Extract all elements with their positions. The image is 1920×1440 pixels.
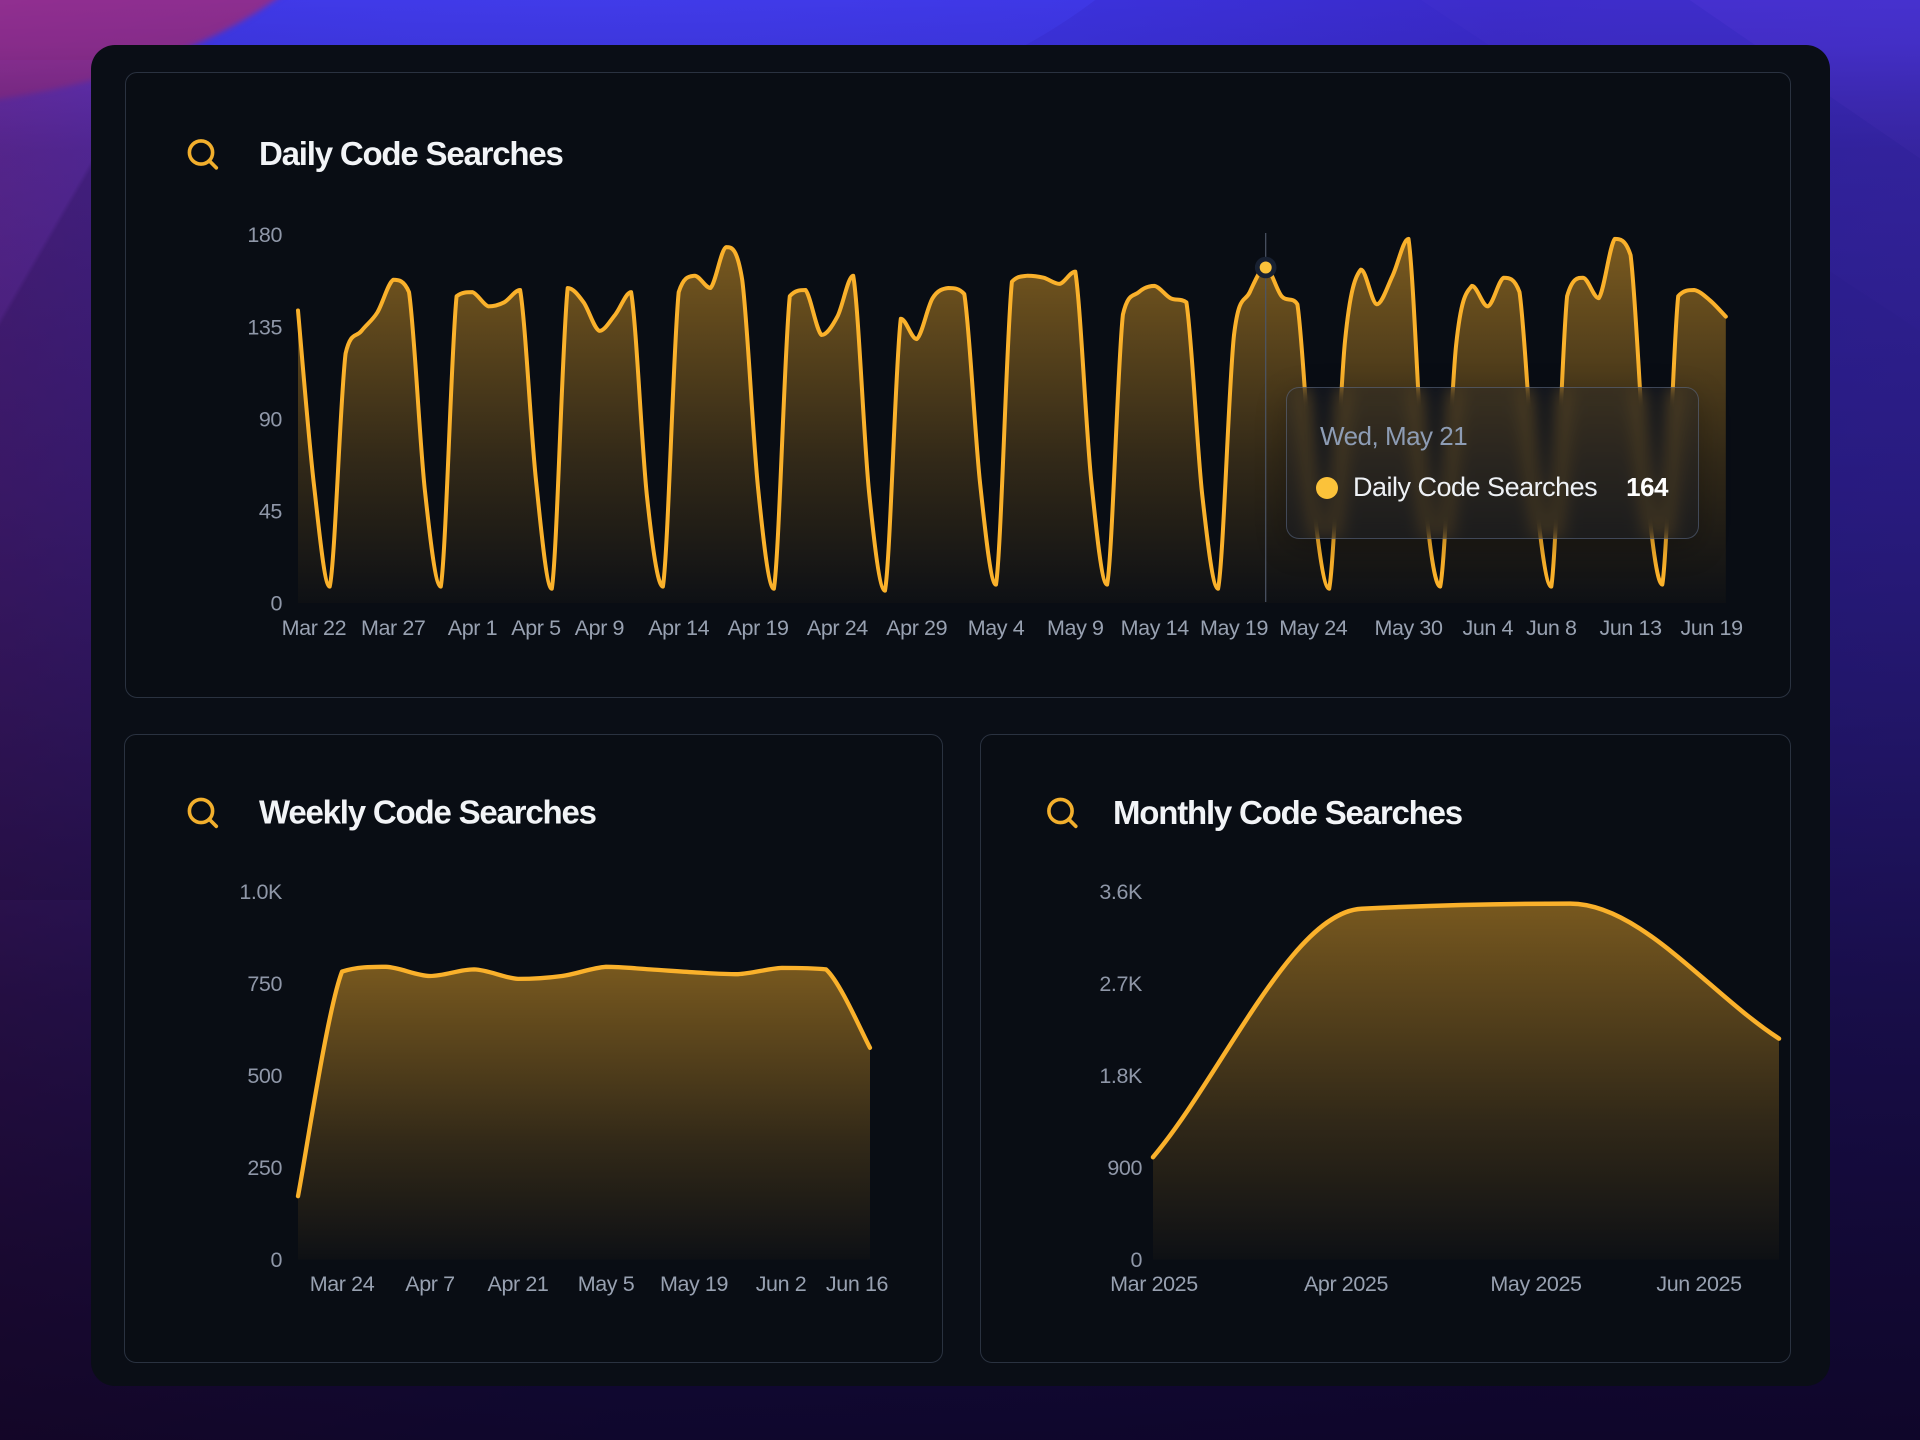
svg-text:Jun 2025: Jun 2025 <box>1656 1272 1742 1296</box>
svg-text:Apr 5: Apr 5 <box>511 616 561 640</box>
svg-text:0: 0 <box>1130 1248 1142 1272</box>
svg-text:Apr 19: Apr 19 <box>728 616 789 640</box>
svg-text:Mar 27: Mar 27 <box>361 616 426 640</box>
svg-text:Jun 8: Jun 8 <box>1526 616 1577 640</box>
svg-text:Apr 24: Apr 24 <box>807 616 868 640</box>
svg-text:1.8K: 1.8K <box>1099 1064 1143 1088</box>
svg-text:May 14: May 14 <box>1121 616 1190 640</box>
svg-text:Mar 24: Mar 24 <box>310 1272 375 1296</box>
svg-text:0: 0 <box>270 591 282 615</box>
svg-text:May 2025: May 2025 <box>1490 1272 1582 1296</box>
svg-text:3.6K: 3.6K <box>1099 880 1143 904</box>
svg-text:May 5: May 5 <box>578 1272 635 1296</box>
svg-text:900: 900 <box>1107 1156 1142 1180</box>
svg-text:Weekly Code Searches: Weekly Code Searches <box>259 794 596 831</box>
svg-text:Apr 7: Apr 7 <box>405 1272 454 1296</box>
svg-text:500: 500 <box>247 1064 282 1088</box>
svg-text:Mar 2025: Mar 2025 <box>1110 1272 1198 1296</box>
svg-text:Apr 1: Apr 1 <box>448 616 497 640</box>
svg-text:May 24: May 24 <box>1279 616 1348 640</box>
svg-text:May 9: May 9 <box>1047 616 1104 640</box>
svg-text:Mar 22: Mar 22 <box>282 616 347 640</box>
svg-text:135: 135 <box>247 316 282 340</box>
svg-text:Daily Code Searches: Daily Code Searches <box>259 135 563 172</box>
svg-text:Jun 16: Jun 16 <box>826 1272 889 1296</box>
svg-text:Apr 9: Apr 9 <box>575 616 624 640</box>
svg-text:750: 750 <box>247 972 282 996</box>
svg-text:90: 90 <box>259 407 283 431</box>
svg-text:May 4: May 4 <box>968 616 1025 640</box>
svg-text:250: 250 <box>247 1156 282 1180</box>
svg-text:Jun 4: Jun 4 <box>1462 616 1513 640</box>
svg-text:Jun 2: Jun 2 <box>756 1272 807 1296</box>
svg-text:Jun 13: Jun 13 <box>1600 616 1663 640</box>
svg-text:Jun 19: Jun 19 <box>1681 616 1743 640</box>
svg-text:1.0K: 1.0K <box>239 880 283 904</box>
svg-text:180: 180 <box>247 223 282 247</box>
svg-text:45: 45 <box>259 500 283 524</box>
svg-text:Apr 2025: Apr 2025 <box>1304 1272 1389 1296</box>
svg-text:May 30: May 30 <box>1374 616 1443 640</box>
svg-text:0: 0 <box>270 1248 282 1272</box>
svg-text:Apr 29: Apr 29 <box>886 616 947 640</box>
svg-text:2.7K: 2.7K <box>1099 972 1143 996</box>
svg-text:Monthly Code Searches: Monthly Code Searches <box>1113 794 1462 831</box>
svg-text:Apr 14: Apr 14 <box>648 616 709 640</box>
svg-text:Apr 21: Apr 21 <box>488 1272 549 1296</box>
svg-text:May 19: May 19 <box>660 1272 728 1296</box>
svg-text:May 19: May 19 <box>1200 616 1268 640</box>
